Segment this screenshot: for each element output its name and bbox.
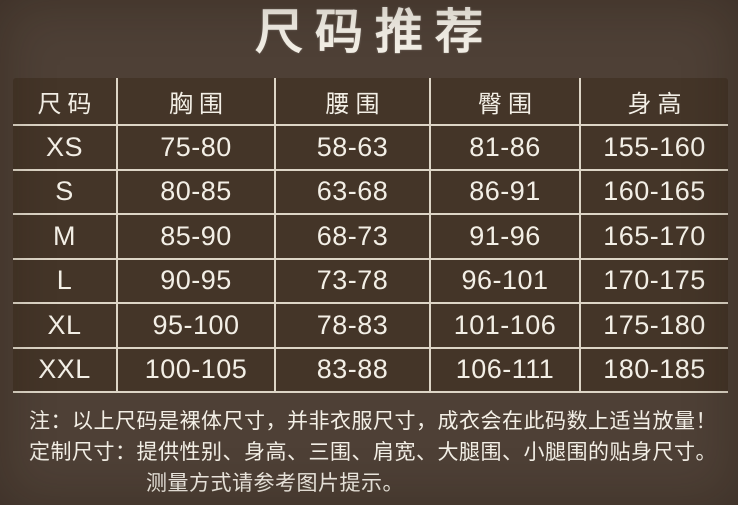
table-cell: 85-90 (118, 215, 276, 260)
table-cell: 96-101 (431, 259, 581, 304)
table-cell: 95-100 (118, 304, 276, 349)
table-cell: 165-170 (581, 215, 728, 260)
table-cell: 175-180 (581, 304, 728, 349)
table-cell: 73-78 (276, 259, 431, 304)
table-cell: 83-88 (276, 348, 431, 393)
table-cell: 63-68 (276, 170, 431, 215)
table-cell: 80-85 (118, 170, 276, 215)
size-table: 尺码 胸围 腰围 臀围 身高 XS 75-80 58-63 81-86 155-… (13, 78, 728, 393)
table-cell: 68-73 (276, 215, 431, 260)
table-cell: 81-86 (431, 126, 581, 171)
table-cell: 86-91 (431, 170, 581, 215)
table-cell: 90-95 (118, 259, 276, 304)
size-label: XL (13, 304, 118, 349)
table-cell: 78-83 (276, 304, 431, 349)
note-line-1: 注：以上尺码是裸体尺寸，并非衣服尺寸，成衣会在此码数上适当放量！ (29, 410, 717, 433)
column-header-bust: 胸围 (118, 78, 276, 126)
footnotes: 注：以上尺码是裸体尺寸，并非衣服尺寸，成衣会在此码数上适当放量！ 定制尺寸：提供… (29, 406, 731, 499)
column-header-height: 身高 (581, 78, 728, 126)
note-line-2: 定制尺寸：提供性别、身高、三围、肩宽、大腿围、小腿围的贴身尺寸。 (29, 441, 717, 464)
table-cell: 91-96 (431, 215, 581, 260)
note-line-3: 测量方式请参考图片提示。 (146, 472, 404, 495)
size-label: XS (13, 126, 118, 171)
column-header-hip: 臀围 (431, 78, 581, 126)
table-cell: 75-80 (118, 126, 276, 171)
table-cell: 170-175 (581, 260, 728, 304)
table-cell: 101-106 (431, 304, 581, 349)
size-label: M (13, 215, 118, 260)
size-label: L (13, 259, 118, 304)
table-cell: 160-165 (581, 171, 728, 215)
size-label: XXL (13, 348, 118, 393)
table-cell: 106-111 (431, 348, 581, 393)
table-cell: 100-105 (118, 348, 276, 393)
column-header-size: 尺码 (13, 78, 118, 126)
page-title: 尺码推荐 (254, 4, 495, 60)
table-cell: 58-63 (276, 126, 431, 171)
table-cell: 155-160 (581, 126, 728, 171)
table-cell: 180-185 (581, 349, 728, 393)
column-header-waist: 腰围 (276, 78, 431, 126)
size-label: S (13, 170, 118, 215)
